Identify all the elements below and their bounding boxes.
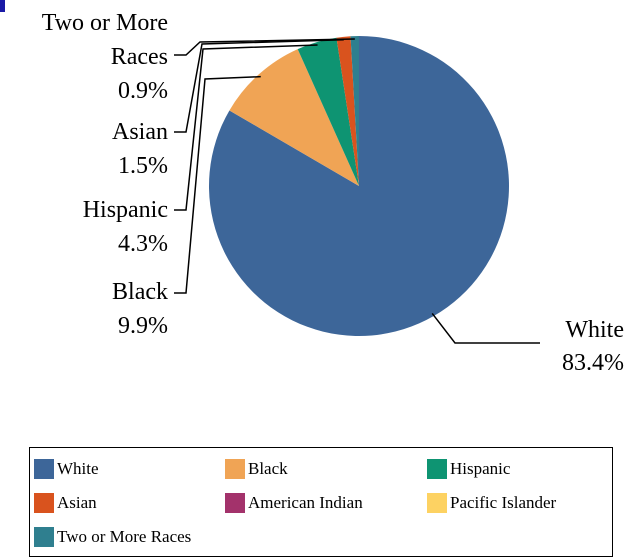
leader-line-white: [431, 313, 540, 344]
legend-label-two-or-more-races: Two or More Races: [57, 527, 192, 546]
legend-item-two-or-more-races: Two or More Races: [34, 526, 191, 548]
legend-label-hispanic: Hispanic: [450, 459, 511, 478]
slice-label-hispanic-name: Hispanic: [83, 197, 168, 223]
pie-slice-hispanic: [297, 37, 359, 186]
slice-label-asian-name: Asian: [112, 119, 168, 145]
slice-label-two-or-more-value: 0.9%: [118, 78, 168, 104]
legend-swatch-white: [34, 459, 54, 479]
leader-lines: [174, 38, 540, 344]
legend-swatch-asian: [34, 493, 54, 513]
legend-item-hispanic: Hispanic: [427, 458, 510, 480]
legend-item-black: Black: [225, 458, 288, 480]
legend-label-american-indian: American Indian: [248, 493, 363, 512]
pie-slice-two-or-more-races: [350, 36, 359, 186]
slice-label-two-or-more-name-line2: Races: [111, 44, 168, 70]
legend-label-pacific-islander: Pacific Islander: [450, 493, 557, 512]
legend-label-asian: Asian: [57, 493, 97, 512]
slice-label-two-or-more-name-line1: Two or More: [42, 10, 168, 36]
slice-label-black-value: 9.9%: [118, 313, 168, 339]
slice-label-black-name: Black: [112, 279, 168, 305]
leader-line-black: [174, 75, 261, 294]
legend-label-black: Black: [248, 459, 288, 478]
legend-item-asian: Asian: [34, 492, 97, 514]
pie-slice-black: [229, 49, 359, 187]
slice-label-hispanic-value: 4.3%: [118, 231, 168, 257]
legend-item-white: White: [34, 458, 99, 480]
leader-line-hispanic: [174, 44, 318, 211]
legend-item-american-indian: American Indian: [225, 492, 363, 514]
leader-line-asian: [174, 39, 344, 133]
chart-legend: White Black Hispanic Asian American Indi…: [29, 447, 613, 557]
legend-swatch-american-indian: [225, 493, 245, 513]
slice-label-white-name: White: [565, 317, 624, 343]
leader-line-two-or-more-races: [174, 38, 355, 56]
pie-slice-asian: [336, 36, 359, 186]
pie-slices: [208, 36, 509, 336]
legend-swatch-two-or-more-races: [34, 527, 54, 547]
legend-item-pacific-islander: Pacific Islander: [427, 492, 556, 514]
corner-marker: [0, 0, 5, 12]
legend-swatch-black: [225, 459, 245, 479]
slice-label-white-value: 83.4%: [562, 350, 624, 376]
legend-swatch-pacific-islander: [427, 493, 447, 513]
legend-swatch-hispanic: [427, 459, 447, 479]
legend-label-white: White: [57, 459, 99, 478]
slice-label-asian-value: 1.5%: [118, 153, 168, 179]
